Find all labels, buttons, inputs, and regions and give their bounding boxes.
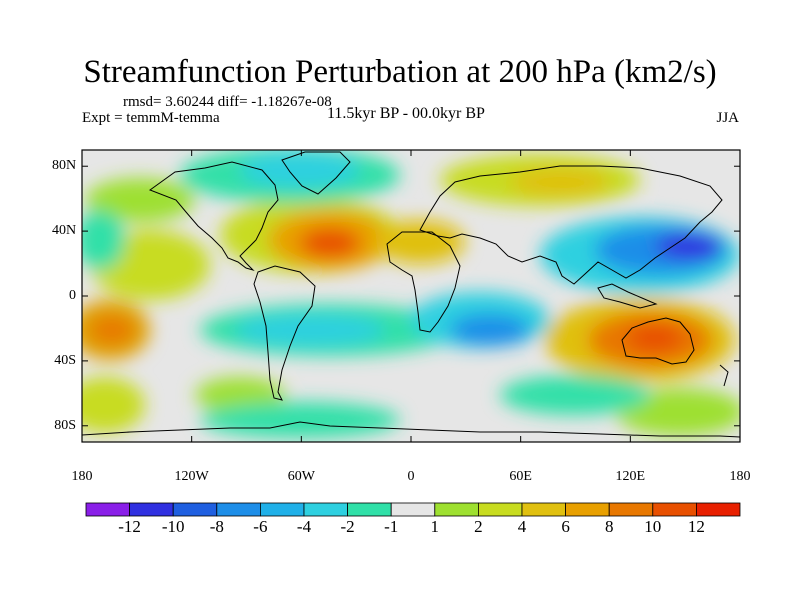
colorbar-label: 8 [604,517,614,536]
field-blob [375,220,465,264]
colorbar-swatch [259,502,305,517]
colorbar-swatch [434,502,479,517]
x-tick-label: 120E [615,469,646,484]
africa-coast [386,231,461,333]
y-tick-label: 80S [54,417,76,433]
x-tick-label: 60E [509,469,532,484]
colorbar-swatch [521,502,566,517]
colorbar-label: -8 [209,517,224,536]
axis-ticks [81,150,741,442]
antarctica-coast [82,421,740,438]
colorbar [85,502,741,517]
experiment-label: Expt = temmM-temma [82,110,220,126]
colorbar-label: -2 [340,517,355,536]
field-blob [500,375,650,415]
field-blob [82,210,125,270]
colorbar-label: -12 [118,517,141,536]
field-blob [90,316,134,344]
field-blob [235,314,385,346]
stats-text: rmsd= 3.60244 diff= -1.18267e-08 [123,94,332,110]
colorbar-label: -10 [161,517,185,536]
season-label: JJA [716,110,739,126]
colorbar-swatch [129,502,174,517]
eurasia-coast [419,165,723,285]
colorbar-label: 6 [561,517,570,536]
colorbar-swatch [608,502,654,517]
x-tick-label: 60W [287,469,315,484]
colorbar-swatch [652,502,697,517]
field-blob [240,152,360,188]
south-america-coast [253,265,316,401]
australia-coast [621,317,695,365]
colorbar-label: -1 [384,517,399,536]
x-tick-label: 0 [407,469,415,484]
colorbar-swatch [565,502,610,517]
field-blob [300,228,360,258]
colorbar-swatch [216,502,261,517]
colorbar-swatch [390,502,436,517]
colorbar-label: -4 [296,517,312,536]
colorbar-swatch [85,502,130,517]
colorbar-swatch [696,502,741,517]
field-blob [655,232,725,260]
y-tick-label: 40N [52,223,77,239]
x-tick-label: 180 [729,469,751,484]
y-tick-label: 40S [54,352,76,368]
field-blob [85,178,195,222]
north-america-coast [148,161,279,272]
colorbar-swatch [477,502,523,517]
x-tick-label: 120W [174,469,209,484]
field-blob [200,402,400,438]
colorbar-swatch [172,502,218,517]
greenland-coast [281,151,351,195]
field-blob [627,324,683,352]
field-blob [82,377,145,433]
colorbar-label: -6 [253,517,268,536]
colorbar-label: 4 [517,517,527,536]
colorbar-label: 10 [644,517,662,536]
indonesia-coast [597,283,658,309]
colorbar-label: 2 [474,517,483,536]
field-blob [450,314,530,346]
x-tick-label: 180 [71,469,93,484]
chart-title: Streamfunction Perturbation at 200 hPa (… [83,54,717,90]
new-zealand-coast [719,364,729,387]
coastlines [82,151,740,438]
y-tick-label: 80N [52,158,77,174]
y-tick-label: 0 [69,288,76,303]
colorbar-label: 12 [687,517,705,536]
colorbar-label: 1 [430,517,440,536]
period-label: 11.5kyr BP - 00.0kyr BP [327,105,485,122]
colorbar-swatch [303,502,348,517]
colorbar-swatch [347,502,392,517]
field-blob [510,168,610,196]
streamfunction-field [82,150,740,438]
